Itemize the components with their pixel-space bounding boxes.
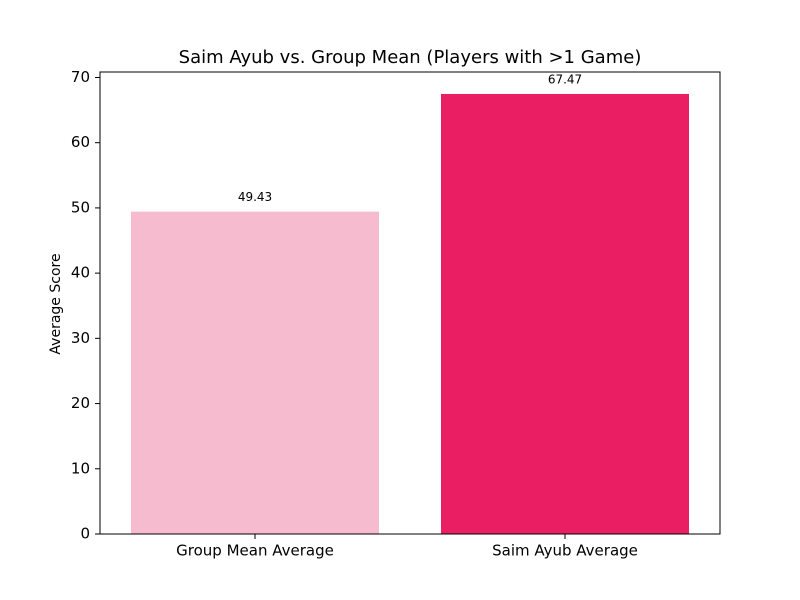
value-label: 67.47 <box>548 72 582 86</box>
y-tick-label: 60 <box>71 133 90 151</box>
bar <box>441 93 689 534</box>
x-tick-label: Group Mean Average <box>176 542 334 560</box>
y-tick-label: 20 <box>71 394 90 412</box>
value-label: 49.43 <box>238 190 272 204</box>
x-tick-label: Saim Ayub Average <box>492 542 638 560</box>
y-axis-label: Average Score <box>48 253 64 354</box>
y-tick-label: 50 <box>71 198 90 216</box>
plot-frame <box>99 71 721 535</box>
y-tick-label: 0 <box>80 525 90 543</box>
y-tick-label: 30 <box>71 329 90 347</box>
chart-title: Saim Ayub vs. Group Mean (Players with >… <box>179 47 642 68</box>
y-tick-label: 70 <box>71 68 90 86</box>
y-tick-label: 10 <box>71 459 90 477</box>
y-tick-label: 40 <box>71 264 90 282</box>
bar <box>131 211 379 534</box>
